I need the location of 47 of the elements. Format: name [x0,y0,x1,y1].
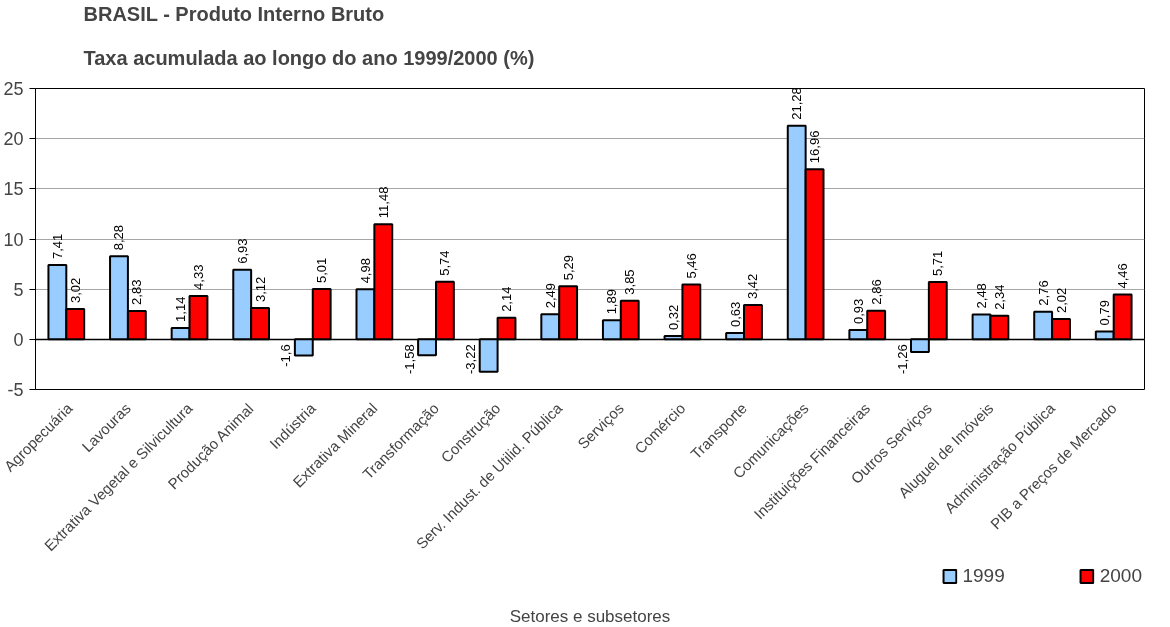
data-label: 2,83 [129,279,145,305]
chart-title: BRASIL - Produto Interno Bruto [83,2,385,25]
data-label: 2,86 [868,279,884,305]
data-label: 1,14 [173,296,189,322]
y-tick-label: 25 [3,79,24,99]
data-label: 16,96 [807,130,823,164]
data-label: 3,85 [622,269,638,295]
data-label: 5,46 [683,253,699,279]
data-label: 3,42 [745,273,761,300]
y-tick-label: 10 [3,229,24,250]
data-label: 0,63 [727,301,743,328]
data-label: 8,28 [111,224,127,251]
y-tick-label: 5 [13,279,24,300]
legend-label: 1999 [962,565,1005,587]
data-label: 3,12 [252,276,268,303]
data-label: 3,02 [67,277,83,304]
data-label: 4,33 [190,264,206,290]
data-label: 5,01 [314,257,330,284]
chart-subtitle: Taxa acumulada ao longo do ano 1999/2000 (%) [83,46,535,69]
data-label: 4,98 [357,258,373,284]
legend-label: 2000 [1099,565,1142,587]
data-label: 2,48 [974,283,990,309]
data-label: 2,14 [499,286,515,312]
data-label: -1,26 [894,344,910,374]
data-label: 0,93 [850,298,866,324]
data-label: 6,93 [234,238,250,264]
y-tick-label: 0 [13,329,24,350]
data-label: 11,48 [375,186,391,219]
data-label: -1,6 [278,344,294,367]
data-label: 2,49 [542,283,558,309]
data-label: -3,22 [463,344,479,374]
data-label: 5,74 [437,250,453,276]
x-axis-title: Setores e subsetores [509,606,671,626]
data-label: 0,32 [665,304,681,331]
y-tick-label: 15 [3,179,24,200]
data-label: 4,46 [1115,263,1131,289]
data-label: 2,02 [1053,287,1069,314]
y-tick-label: 20 [3,129,24,150]
data-label: 1,89 [604,289,620,315]
data-label: 7,41 [49,233,65,259]
data-label: 2,34 [991,284,1007,310]
data-label: -1,58 [401,344,417,374]
data-label: 5,29 [560,254,576,281]
data-label: 0,79 [1097,300,1113,326]
data-label: 5,71 [930,250,946,277]
y-tick-label: -5 [7,380,24,400]
data-label: 2,76 [1035,280,1051,306]
